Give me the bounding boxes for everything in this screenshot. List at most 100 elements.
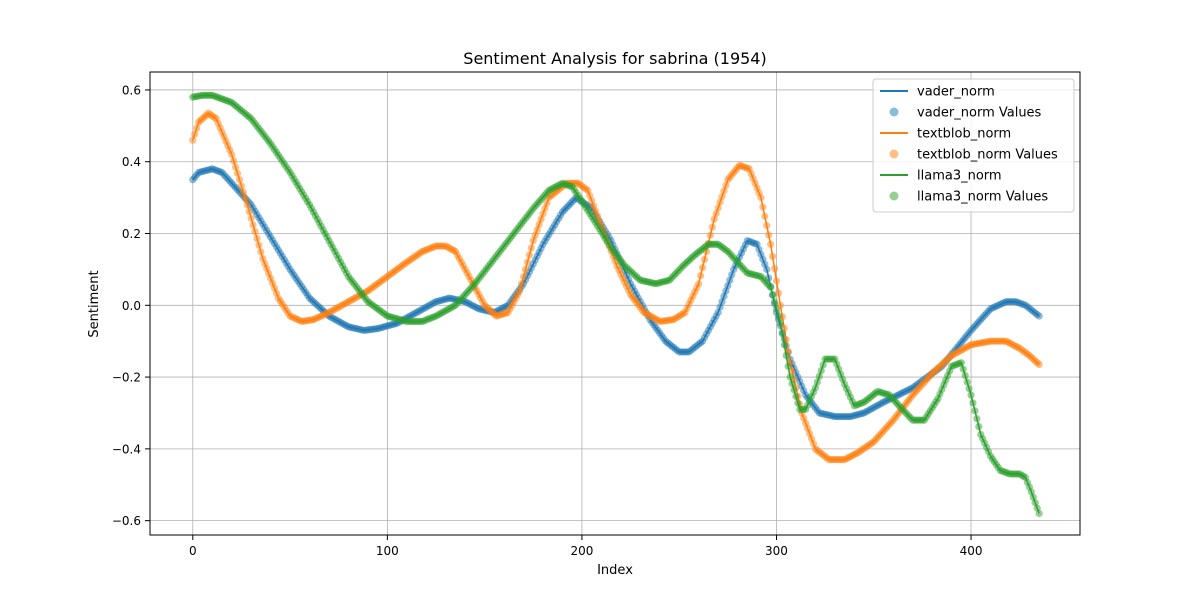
textblob-norm-points bbox=[189, 109, 1043, 464]
legend-label: textblob_norm bbox=[917, 127, 1011, 142]
legend-marker-swatch bbox=[889, 191, 899, 201]
data-point bbox=[819, 361, 827, 369]
data-point bbox=[971, 407, 979, 415]
data-point bbox=[257, 248, 265, 256]
y-tick-label: 0.2 bbox=[122, 227, 141, 241]
data-point bbox=[189, 136, 197, 144]
plot-area bbox=[189, 91, 1043, 518]
data-point bbox=[695, 280, 703, 288]
data-point bbox=[774, 289, 783, 297]
data-point bbox=[811, 384, 820, 392]
data-point bbox=[519, 272, 528, 281]
data-point bbox=[239, 188, 247, 196]
data-point bbox=[780, 341, 788, 349]
data-point bbox=[788, 379, 796, 388]
legend-marker-swatch bbox=[889, 107, 899, 117]
data-point bbox=[237, 182, 246, 190]
data-point bbox=[247, 214, 255, 222]
x-tick-label: 0 bbox=[189, 544, 197, 558]
y-tick-label: −0.6 bbox=[112, 514, 141, 528]
data-point bbox=[768, 252, 777, 261]
legend-marker-swatch bbox=[889, 149, 899, 159]
data-point bbox=[235, 176, 244, 184]
chart-title: Sentiment Analysis for sabrina (1954) bbox=[463, 49, 766, 68]
data-point bbox=[1035, 312, 1043, 320]
data-point bbox=[763, 222, 771, 230]
data-point bbox=[232, 163, 240, 171]
data-point bbox=[241, 194, 249, 203]
data-point bbox=[245, 207, 253, 216]
data-point bbox=[965, 384, 973, 393]
data-point bbox=[774, 312, 783, 320]
data-point bbox=[767, 283, 775, 291]
data-point bbox=[794, 399, 802, 407]
data-point bbox=[776, 319, 784, 327]
axes-frame bbox=[149, 71, 1081, 536]
data-point bbox=[786, 373, 794, 381]
data-point bbox=[518, 280, 526, 288]
data-point bbox=[708, 223, 716, 231]
data-point bbox=[767, 240, 775, 248]
data-point bbox=[975, 423, 983, 431]
data-point bbox=[759, 203, 767, 211]
data-point bbox=[716, 198, 724, 206]
data-point bbox=[722, 181, 730, 189]
data-point bbox=[720, 187, 728, 195]
data-point bbox=[973, 415, 981, 423]
data-point bbox=[770, 298, 779, 306]
data-point bbox=[778, 330, 786, 338]
vader-norm-points bbox=[189, 165, 1043, 421]
data-point bbox=[792, 392, 800, 401]
axis-ticks: 0 100 200 300 400 −0.6 −0.4 −0.2 0.0 0.2 0.4 0.6 bbox=[112, 83, 983, 558]
y-tick-label: 0.4 bbox=[122, 155, 141, 169]
data-point bbox=[782, 351, 790, 360]
legend: vader_norm vader_norm Values textblob_norm… bbox=[872, 78, 1075, 213]
data-point bbox=[763, 265, 771, 273]
data-point bbox=[697, 272, 705, 280]
y-axis-label: Sentiment bbox=[87, 270, 102, 337]
legend-label: vader_norm Values bbox=[917, 106, 1042, 121]
data-point bbox=[761, 212, 769, 220]
data-point bbox=[963, 378, 971, 386]
data-point bbox=[193, 124, 201, 132]
data-point bbox=[718, 192, 726, 201]
data-point bbox=[959, 365, 967, 373]
data-point bbox=[788, 367, 796, 375]
data-point bbox=[765, 231, 773, 239]
x-axis-label: Index bbox=[597, 563, 633, 578]
y-tick-label: −0.4 bbox=[112, 442, 141, 456]
data-point bbox=[527, 244, 535, 252]
data-point bbox=[813, 378, 821, 386]
legend-box bbox=[872, 78, 1075, 213]
data-point bbox=[957, 359, 965, 367]
data-point bbox=[710, 215, 718, 223]
x-tick-label: 200 bbox=[570, 544, 593, 558]
data-point bbox=[969, 399, 977, 407]
data-point bbox=[249, 221, 257, 229]
data-point bbox=[255, 241, 263, 249]
data-point bbox=[233, 169, 242, 177]
y-tick-label: 0.6 bbox=[122, 83, 141, 97]
y-tick-label: 0.0 bbox=[122, 299, 141, 313]
legend-label: llama3_norm bbox=[917, 169, 1002, 184]
data-point bbox=[700, 255, 709, 264]
data-point bbox=[772, 277, 781, 285]
data-point bbox=[698, 264, 707, 272]
data-point bbox=[772, 305, 781, 313]
legend-label: textblob_norm Values bbox=[917, 148, 1058, 163]
data-point bbox=[191, 130, 199, 138]
data-point bbox=[251, 228, 259, 236]
data-point bbox=[1035, 509, 1043, 518]
data-point bbox=[521, 265, 530, 273]
data-point bbox=[714, 204, 722, 212]
y-tick-label: −0.2 bbox=[112, 371, 141, 385]
data-point bbox=[243, 201, 251, 209]
legend-label: vader_norm bbox=[917, 85, 995, 100]
data-point bbox=[961, 372, 969, 380]
data-point bbox=[784, 362, 792, 370]
data-point bbox=[790, 386, 798, 394]
data-point bbox=[523, 258, 532, 266]
data-point bbox=[780, 324, 788, 332]
data-point bbox=[757, 194, 765, 202]
